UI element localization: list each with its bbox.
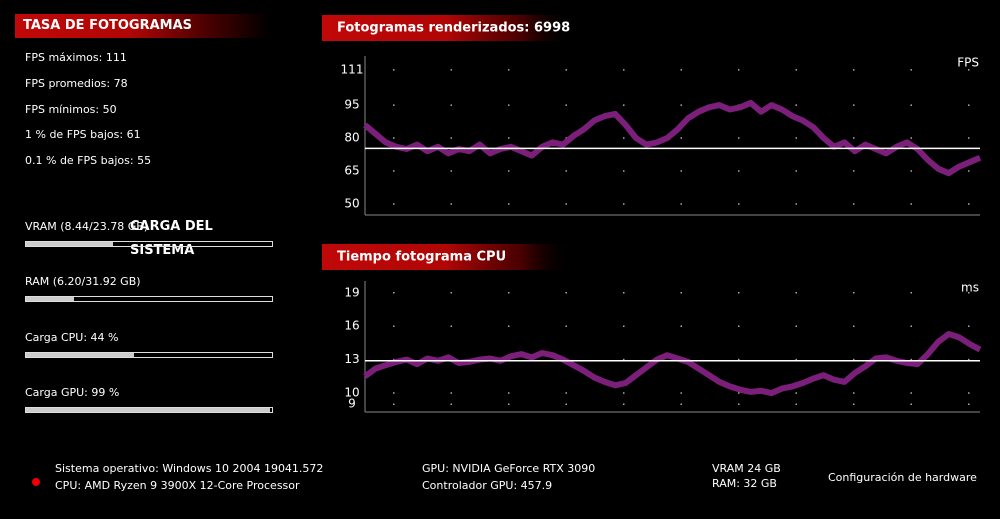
title-banner bbox=[322, 15, 572, 41]
os-info: Sistema operativo: Windows 10 2004 19041… bbox=[55, 462, 324, 475]
data-line bbox=[363, 331, 982, 397]
driver-info: Controlador GPU: 457.9 bbox=[422, 479, 553, 492]
y-tick-label: 95 bbox=[344, 98, 359, 112]
y-tick-label: 65 bbox=[344, 164, 359, 178]
load-bar-fill bbox=[26, 407, 270, 412]
y-tick-label: 80 bbox=[344, 131, 359, 145]
fps-stat: FPS mínimos: 50 bbox=[25, 102, 117, 116]
cpu-info: CPU: AMD Ryzen 9 3900X 12-Core Processor bbox=[55, 479, 300, 492]
load-label: VRAM (8.44/23.78 GB) bbox=[25, 220, 149, 233]
load-bar bbox=[25, 241, 273, 247]
status-dot bbox=[32, 478, 40, 486]
y-unit-label: ms bbox=[961, 281, 979, 295]
y-tick-label: 19 bbox=[344, 285, 359, 299]
load-label: RAM (6.20/31.92 GB) bbox=[25, 275, 141, 289]
y-tick-label: 9 bbox=[348, 397, 356, 411]
fps-stat: 0.1 % de FPS bajos: 55 bbox=[25, 154, 152, 168]
charts: Fotogramas renderizados: 6998 FPS 50 65 80 95… bbox=[322, 15, 982, 413]
load-bar-fill bbox=[26, 297, 74, 302]
load-label: Carga CPU: 44 % bbox=[25, 330, 119, 344]
gpu-info: GPU: NVIDIA GeForce RTX 3090 bbox=[422, 462, 596, 475]
y-tick-label: 16 bbox=[344, 319, 359, 333]
load-label: Carga GPU: 99 % bbox=[25, 385, 120, 399]
data-line bbox=[363, 99, 982, 177]
y-tick-label: 10 bbox=[344, 386, 359, 400]
load-bar bbox=[25, 351, 273, 358]
title-banner bbox=[322, 244, 572, 270]
load-bar-fill bbox=[26, 242, 114, 246]
vram-info: VRAM 24 GB bbox=[712, 462, 781, 475]
chart-title: Tiempo fotograma CPU bbox=[337, 250, 506, 265]
load-bar bbox=[25, 406, 273, 413]
load-bar-fill bbox=[26, 352, 135, 357]
y-tick-label: 13 bbox=[344, 352, 359, 366]
fps-stat: FPS máximos: 111 bbox=[25, 51, 127, 64]
y-unit-label: FPS bbox=[957, 56, 979, 70]
y-tick-label: 111 bbox=[341, 62, 364, 76]
fps-stat: 1 % de FPS bajos: 61 bbox=[25, 128, 141, 142]
ram-info: RAM: 32 GB bbox=[712, 477, 777, 490]
section-title: TASA DE FOTOGRAMAS bbox=[15, 14, 270, 38]
load-bar bbox=[25, 296, 273, 303]
hardware-config-button[interactable]: Configuración de hardware bbox=[828, 471, 977, 484]
y-tick-label: 50 bbox=[344, 197, 359, 211]
chart-title: Fotogramas renderizados: 6998 bbox=[337, 21, 570, 36]
fps-stat: FPS promedios: 78 bbox=[25, 76, 128, 90]
